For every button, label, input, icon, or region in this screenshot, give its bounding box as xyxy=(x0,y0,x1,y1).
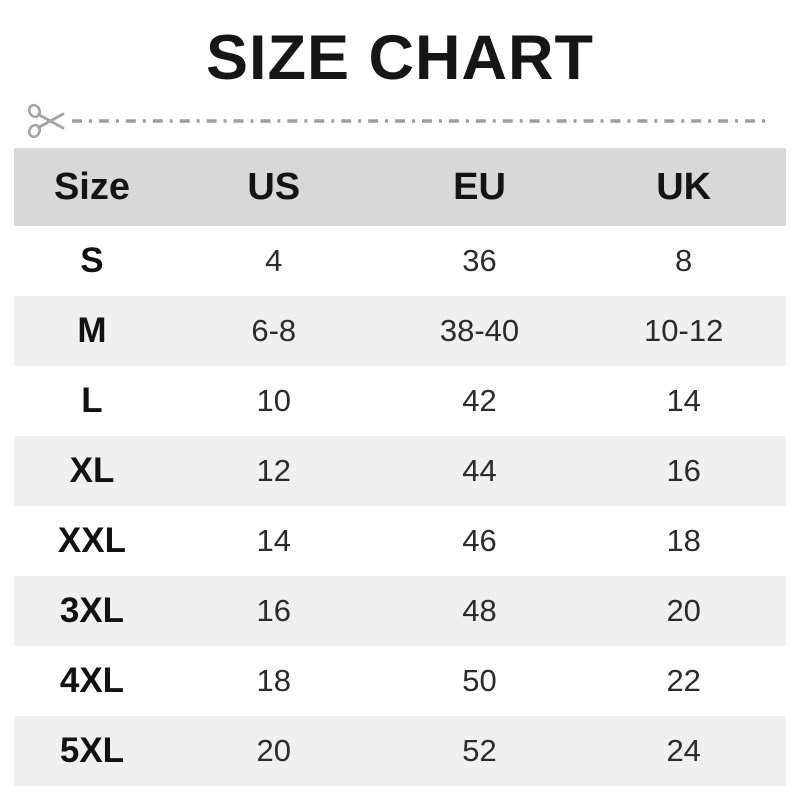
cell-size: 4XL xyxy=(59,661,125,700)
page-title: SIZE CHART xyxy=(206,23,594,93)
cell-us: 12 xyxy=(256,453,291,488)
cell-eu: 36 xyxy=(462,243,497,278)
cell-uk: 24 xyxy=(666,733,701,768)
header-cell-us: US xyxy=(247,165,301,208)
cell-us: 16 xyxy=(256,593,291,628)
cell-size: M xyxy=(77,311,107,350)
table-header: Size US EU UK xyxy=(14,148,786,226)
cell-eu: 50 xyxy=(462,663,497,698)
header-cell-size: Size xyxy=(53,165,130,208)
cell-eu: 48 xyxy=(462,593,497,628)
cell-us: 18 xyxy=(256,663,291,698)
table-body: S 4 36 8 M 6-8 38-40 10-12 L 10 42 14 XL… xyxy=(14,226,786,786)
cell-uk: 16 xyxy=(666,453,701,488)
header-cell-uk: UK xyxy=(656,165,712,208)
table-row-4xl: 4XL 18 50 22 xyxy=(14,646,786,716)
cell-eu: 42 xyxy=(462,383,497,418)
dash-dot-cut-line xyxy=(72,119,770,123)
cell-size: XXL xyxy=(57,521,126,560)
table-row-3xl: 3XL 16 48 20 xyxy=(14,576,786,646)
scissors-icon xyxy=(27,103,65,139)
cell-size: 5XL xyxy=(59,731,125,770)
cell-size: S xyxy=(80,241,104,280)
cell-uk: 22 xyxy=(666,663,701,698)
table-row-5xl: 5XL 20 52 24 xyxy=(14,716,786,786)
cell-uk: 8 xyxy=(675,243,693,278)
cut-line xyxy=(26,101,770,141)
cell-eu: 38-40 xyxy=(439,313,520,348)
cell-us: 10 xyxy=(256,383,291,418)
cell-uk: 20 xyxy=(666,593,701,628)
cell-uk: 18 xyxy=(666,523,701,558)
size-table: Size US EU UK S 4 36 8 M 6-8 38-40 10-12… xyxy=(14,148,786,786)
cell-size: L xyxy=(81,381,103,420)
cell-size: XL xyxy=(69,451,115,490)
cell-eu: 44 xyxy=(462,453,497,488)
table-row-xl: XL 12 44 16 xyxy=(14,436,786,506)
cell-us: 14 xyxy=(256,523,291,558)
cell-us: 20 xyxy=(256,733,291,768)
table-row-s: S 4 36 8 xyxy=(14,226,786,296)
cell-eu: 52 xyxy=(462,733,497,768)
cell-eu: 46 xyxy=(462,523,497,558)
cell-uk: 14 xyxy=(666,383,701,418)
table-row-m: M 6-8 38-40 10-12 xyxy=(14,296,786,366)
header-cell-eu: EU xyxy=(453,165,506,208)
cell-uk: 10-12 xyxy=(644,313,724,348)
table-row-xxl: XXL 14 46 18 xyxy=(14,506,786,576)
cell-size: 3XL xyxy=(59,591,125,630)
cell-us: 4 xyxy=(265,243,283,278)
cell-us: 6-8 xyxy=(251,313,297,348)
table-row-l: L 10 42 14 xyxy=(14,366,786,436)
